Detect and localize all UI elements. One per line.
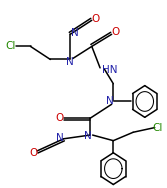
Text: Cl: Cl xyxy=(153,123,163,133)
Text: Cl: Cl xyxy=(6,41,16,51)
Text: O: O xyxy=(30,148,38,158)
Text: N: N xyxy=(84,131,92,141)
Text: O: O xyxy=(112,27,120,37)
Text: N: N xyxy=(56,133,64,143)
Text: O: O xyxy=(91,14,99,24)
Text: N: N xyxy=(106,96,114,106)
Text: N: N xyxy=(66,57,74,67)
Text: HN: HN xyxy=(102,65,117,75)
Text: O: O xyxy=(55,113,64,123)
Text: N: N xyxy=(70,28,78,38)
